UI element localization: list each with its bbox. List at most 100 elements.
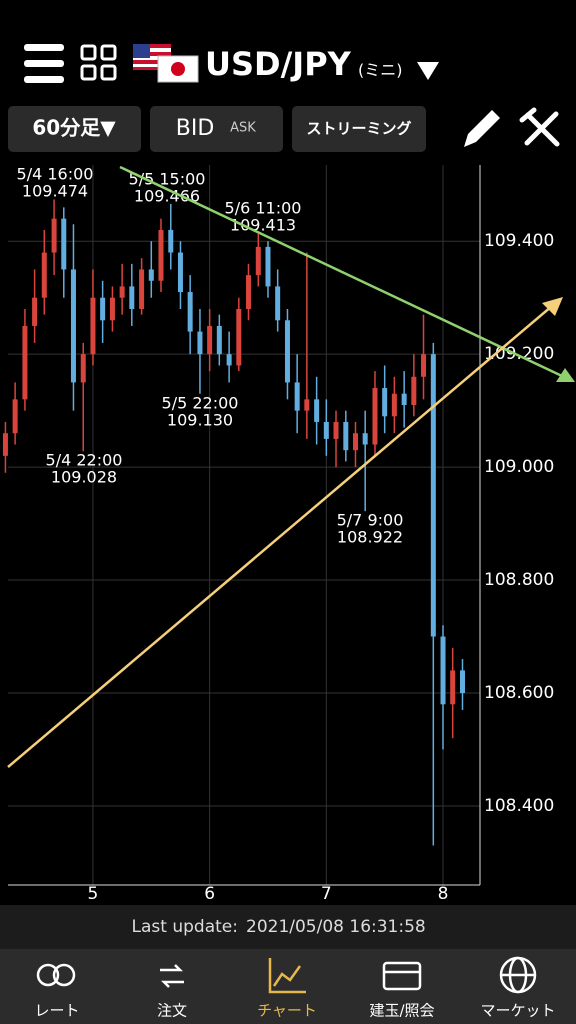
candle-body [411, 376, 417, 405]
pencil-button[interactable] [464, 110, 500, 147]
candle-body [323, 421, 329, 439]
menu-button[interactable] [24, 44, 64, 83]
candle-body [12, 399, 18, 434]
candle-body [129, 286, 135, 309]
candle-body [255, 246, 261, 276]
symbol[interactable]: USD/JPY [205, 45, 352, 83]
streaming-label: ストリーミング [306, 120, 411, 138]
candle-body [100, 297, 106, 321]
annotation-price: 109.474 [22, 182, 88, 201]
tools-button[interactable] [519, 107, 560, 147]
status-label: Last update: [132, 917, 238, 937]
tab-bar [0, 949, 576, 1024]
timeframe-button[interactable] [8, 106, 141, 152]
x-tick-label: 5 [88, 884, 99, 904]
annotation-date: 5/5 22:00 [162, 394, 239, 413]
candle-body [450, 670, 456, 705]
x-tick-label: 6 [204, 884, 215, 904]
candle-body [391, 393, 397, 417]
candle-body [207, 325, 213, 355]
candle-body [41, 252, 47, 298]
candle-body [158, 229, 164, 281]
candle-body [362, 433, 368, 445]
candle-body [421, 354, 427, 377]
annotation-date: 5/4 16:00 [17, 165, 94, 184]
timeframe-label: 60分足▼ [32, 116, 116, 140]
candle-body [333, 421, 339, 439]
annotation-date: 5/7 9:00 [337, 511, 404, 530]
candle-body [430, 354, 436, 637]
candle-body [70, 269, 76, 383]
y-tick-label: 108.800 [484, 570, 554, 590]
annotation-price: 109.413 [230, 216, 296, 235]
candle-body [22, 325, 28, 400]
candle-body [245, 275, 251, 309]
bid-label: BID [176, 116, 215, 141]
ask-label: ASK [230, 121, 256, 136]
currency-flags [133, 44, 199, 83]
candle-body [139, 269, 145, 309]
candle-body [109, 297, 115, 321]
tab-label: 注文 [157, 1002, 187, 1020]
candle-body [168, 229, 174, 253]
annotation-price: 109.028 [51, 468, 117, 487]
candle-body [90, 297, 96, 355]
candle-body [177, 252, 183, 293]
candle-body [382, 388, 388, 417]
annotation-date: 5/6 11:00 [225, 199, 302, 218]
annotation-date: 5/4 22:00 [46, 451, 123, 470]
candle-body [32, 297, 38, 326]
grid-button[interactable] [80, 44, 117, 81]
annotation-price: 108.922 [337, 528, 403, 547]
candle-body [216, 325, 222, 355]
annotation-price: 109.130 [167, 411, 233, 430]
trendline-arrow [542, 297, 563, 316]
x-tick-label: 8 [438, 884, 449, 904]
candle-body [459, 670, 465, 693]
streaming-button[interactable] [292, 106, 426, 152]
chart: 109.400109.200109.000108.800108.600108.4… [2, 165, 554, 904]
candle-body [372, 388, 378, 445]
candle-body [294, 382, 300, 411]
y-tick-label: 108.400 [484, 796, 554, 816]
candle-body [187, 292, 193, 332]
tab-icons [36, 956, 537, 994]
y-tick-label: 108.600 [484, 683, 554, 703]
tab-label: レート [34, 1002, 79, 1020]
candle-body [343, 421, 349, 451]
candle-body [80, 354, 86, 383]
candle-body [314, 399, 320, 422]
candle-body [119, 286, 125, 298]
candle-body [352, 433, 358, 451]
candle-body [51, 218, 57, 253]
support-trendline[interactable] [7, 305, 553, 768]
resistance-trendline[interactable] [119, 165, 563, 378]
tab-label: チャート [257, 1002, 317, 1020]
candle-body [61, 218, 67, 270]
candle-body [2, 433, 8, 456]
status-time: 2021/05/08 16:31:58 [246, 917, 426, 937]
y-tick-label: 109.000 [484, 457, 554, 477]
y-tick-label: 109.400 [484, 231, 554, 251]
candle-body [275, 286, 281, 321]
candle-body [226, 354, 232, 366]
candle-body [265, 246, 271, 287]
tab-label: マーケット [480, 1002, 555, 1020]
candle-body [236, 309, 242, 366]
status-bar [0, 905, 576, 949]
bid-ask-toggle[interactable] [150, 106, 283, 152]
x-tick-label: 7 [321, 884, 332, 904]
candle-body [440, 636, 446, 705]
annotation-date: 5/5 15:00 [129, 170, 206, 189]
candle-body [304, 399, 310, 411]
symbol-variant: (ミニ) [358, 61, 403, 80]
tab-label: 建玉/照会 [369, 1002, 434, 1020]
candle-body [148, 269, 154, 281]
annotation-price: 109.466 [134, 187, 200, 206]
candle-body [197, 331, 203, 355]
trendline-arrow [556, 368, 575, 382]
symbol-dropdown[interactable] [417, 62, 439, 80]
candle-body [284, 320, 290, 383]
